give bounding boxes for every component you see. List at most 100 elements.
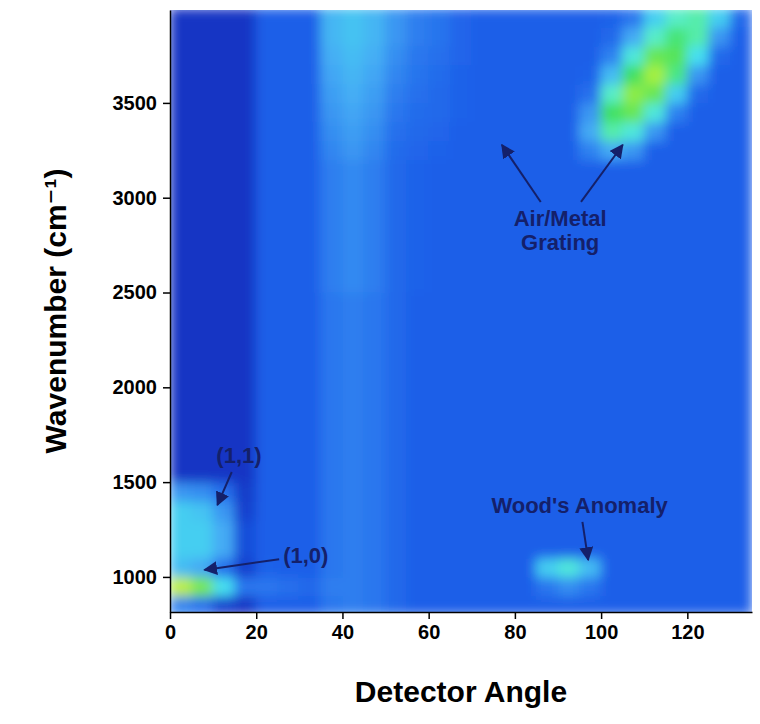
heatmap-cell: [536, 387, 559, 407]
heatmap-cell: [407, 292, 430, 312]
heatmap-cell: [622, 216, 645, 236]
heatmap-cell: [320, 83, 343, 103]
heatmap-cell: [191, 595, 214, 612]
heatmap-cell: [471, 311, 494, 331]
heatmap-cell: [407, 140, 430, 160]
heatmap-cell: [622, 349, 645, 369]
heatmap-cell: [644, 10, 667, 28]
heatmap-cell: [514, 387, 537, 407]
heatmap-cell: [558, 10, 581, 28]
x-tick-mark: [428, 612, 430, 619]
heatmap-cell: [514, 254, 537, 274]
heatmap-cell: [191, 46, 214, 66]
heatmap-cell: [450, 463, 473, 483]
heatmap-cell: [191, 311, 214, 331]
heatmap-cell: [579, 159, 602, 179]
heatmap-cell: [407, 557, 430, 577]
heatmap-cell: [256, 595, 279, 612]
heatmap-cell: [234, 406, 257, 426]
heatmap-cell: [493, 444, 516, 464]
heatmap-cell: [558, 576, 581, 596]
heatmap-cell: [622, 27, 645, 47]
heatmap-cell: [428, 576, 451, 596]
heatmap-cell: [687, 64, 710, 84]
x-tick-label: 60: [418, 621, 440, 643]
heatmap-cell: [644, 406, 667, 426]
heatmap-cell: [234, 557, 257, 577]
x-axis-line: [171, 612, 753, 614]
heatmap-cell: [342, 27, 365, 47]
heatmap-cell: [558, 292, 581, 312]
heatmap-cell: [708, 557, 731, 577]
heatmap-cell: [342, 444, 365, 464]
heatmap-cell: [256, 254, 279, 274]
heatmap-cell: [450, 83, 473, 103]
heatmap-cell: [277, 159, 300, 179]
heatmap-cell: [342, 197, 365, 217]
heatmap-cell: [364, 501, 387, 521]
heatmap-cell: [450, 140, 473, 160]
heatmap-cell: [191, 520, 214, 540]
heatmap-cell: [213, 46, 236, 66]
heatmap-cell: [514, 140, 537, 160]
heatmap-cell: [364, 406, 387, 426]
annotation-arrow: [582, 522, 588, 560]
heatmap-cell: [170, 463, 192, 483]
heatmap-cell: [493, 425, 516, 445]
heatmap-cell: [234, 46, 257, 66]
heatmap-cell: [687, 425, 710, 445]
y-tick: 2500: [113, 281, 171, 303]
heatmap-cell: [407, 368, 430, 388]
heatmap-cell: [342, 330, 365, 350]
heatmap-cell: [191, 482, 214, 502]
heatmap-cell: [514, 576, 537, 596]
heatmap-cell: [579, 387, 602, 407]
heatmap-cell: [213, 576, 236, 596]
heatmap-cell: [299, 501, 322, 521]
heatmap-cell: [450, 425, 473, 445]
heatmap-cell: [687, 83, 710, 103]
heatmap-cell: [730, 330, 752, 350]
heatmap-cell: [493, 216, 516, 236]
heatmap-cell: [536, 254, 559, 274]
heatmap-cell: [277, 46, 300, 66]
heatmap-cell: [471, 235, 494, 255]
heatmap-cell: [536, 595, 559, 612]
y-tick-label: 2500: [113, 281, 158, 303]
heatmap-cell: [191, 349, 214, 369]
heatmap-cell: [277, 520, 300, 540]
heatmap-cell: [407, 482, 430, 502]
heatmap-cell: [450, 349, 473, 369]
heatmap-cell: [536, 311, 559, 331]
heatmap-cell: [170, 178, 192, 198]
heatmap-cell: [644, 557, 667, 577]
heatmap-cell: [277, 292, 300, 312]
heatmap-cell: [364, 64, 387, 84]
heatmap-cell: [601, 368, 624, 388]
heatmap-cell: [665, 254, 688, 274]
heatmap-cell: [342, 273, 365, 293]
heatmap-cell: [191, 64, 214, 84]
heatmap-cell: [234, 27, 257, 47]
annotation-label: (1,0): [283, 543, 328, 568]
heatmap-cell: [622, 292, 645, 312]
heatmap-cell: [320, 273, 343, 293]
heatmap-cell: [364, 216, 387, 236]
heatmap-cell: [493, 595, 516, 612]
heatmap-cell: [622, 387, 645, 407]
heatmap-cell: [407, 463, 430, 483]
heatmap-cell: [385, 387, 408, 407]
heatmap-cell: [407, 10, 430, 28]
heatmap-cell: [644, 235, 667, 255]
heatmap-cell: [644, 425, 667, 445]
heatmap-cell: [191, 425, 214, 445]
heatmap-cell: [364, 387, 387, 407]
heatmap-cell: [622, 159, 645, 179]
heatmap-cell: [601, 576, 624, 596]
heatmap-cell: [622, 368, 645, 388]
heatmap-cell: [342, 406, 365, 426]
heatmap-cell: [170, 216, 192, 236]
heatmap-cell: [536, 140, 559, 160]
heatmap-cell: [364, 311, 387, 331]
heatmap-cell: [299, 159, 322, 179]
